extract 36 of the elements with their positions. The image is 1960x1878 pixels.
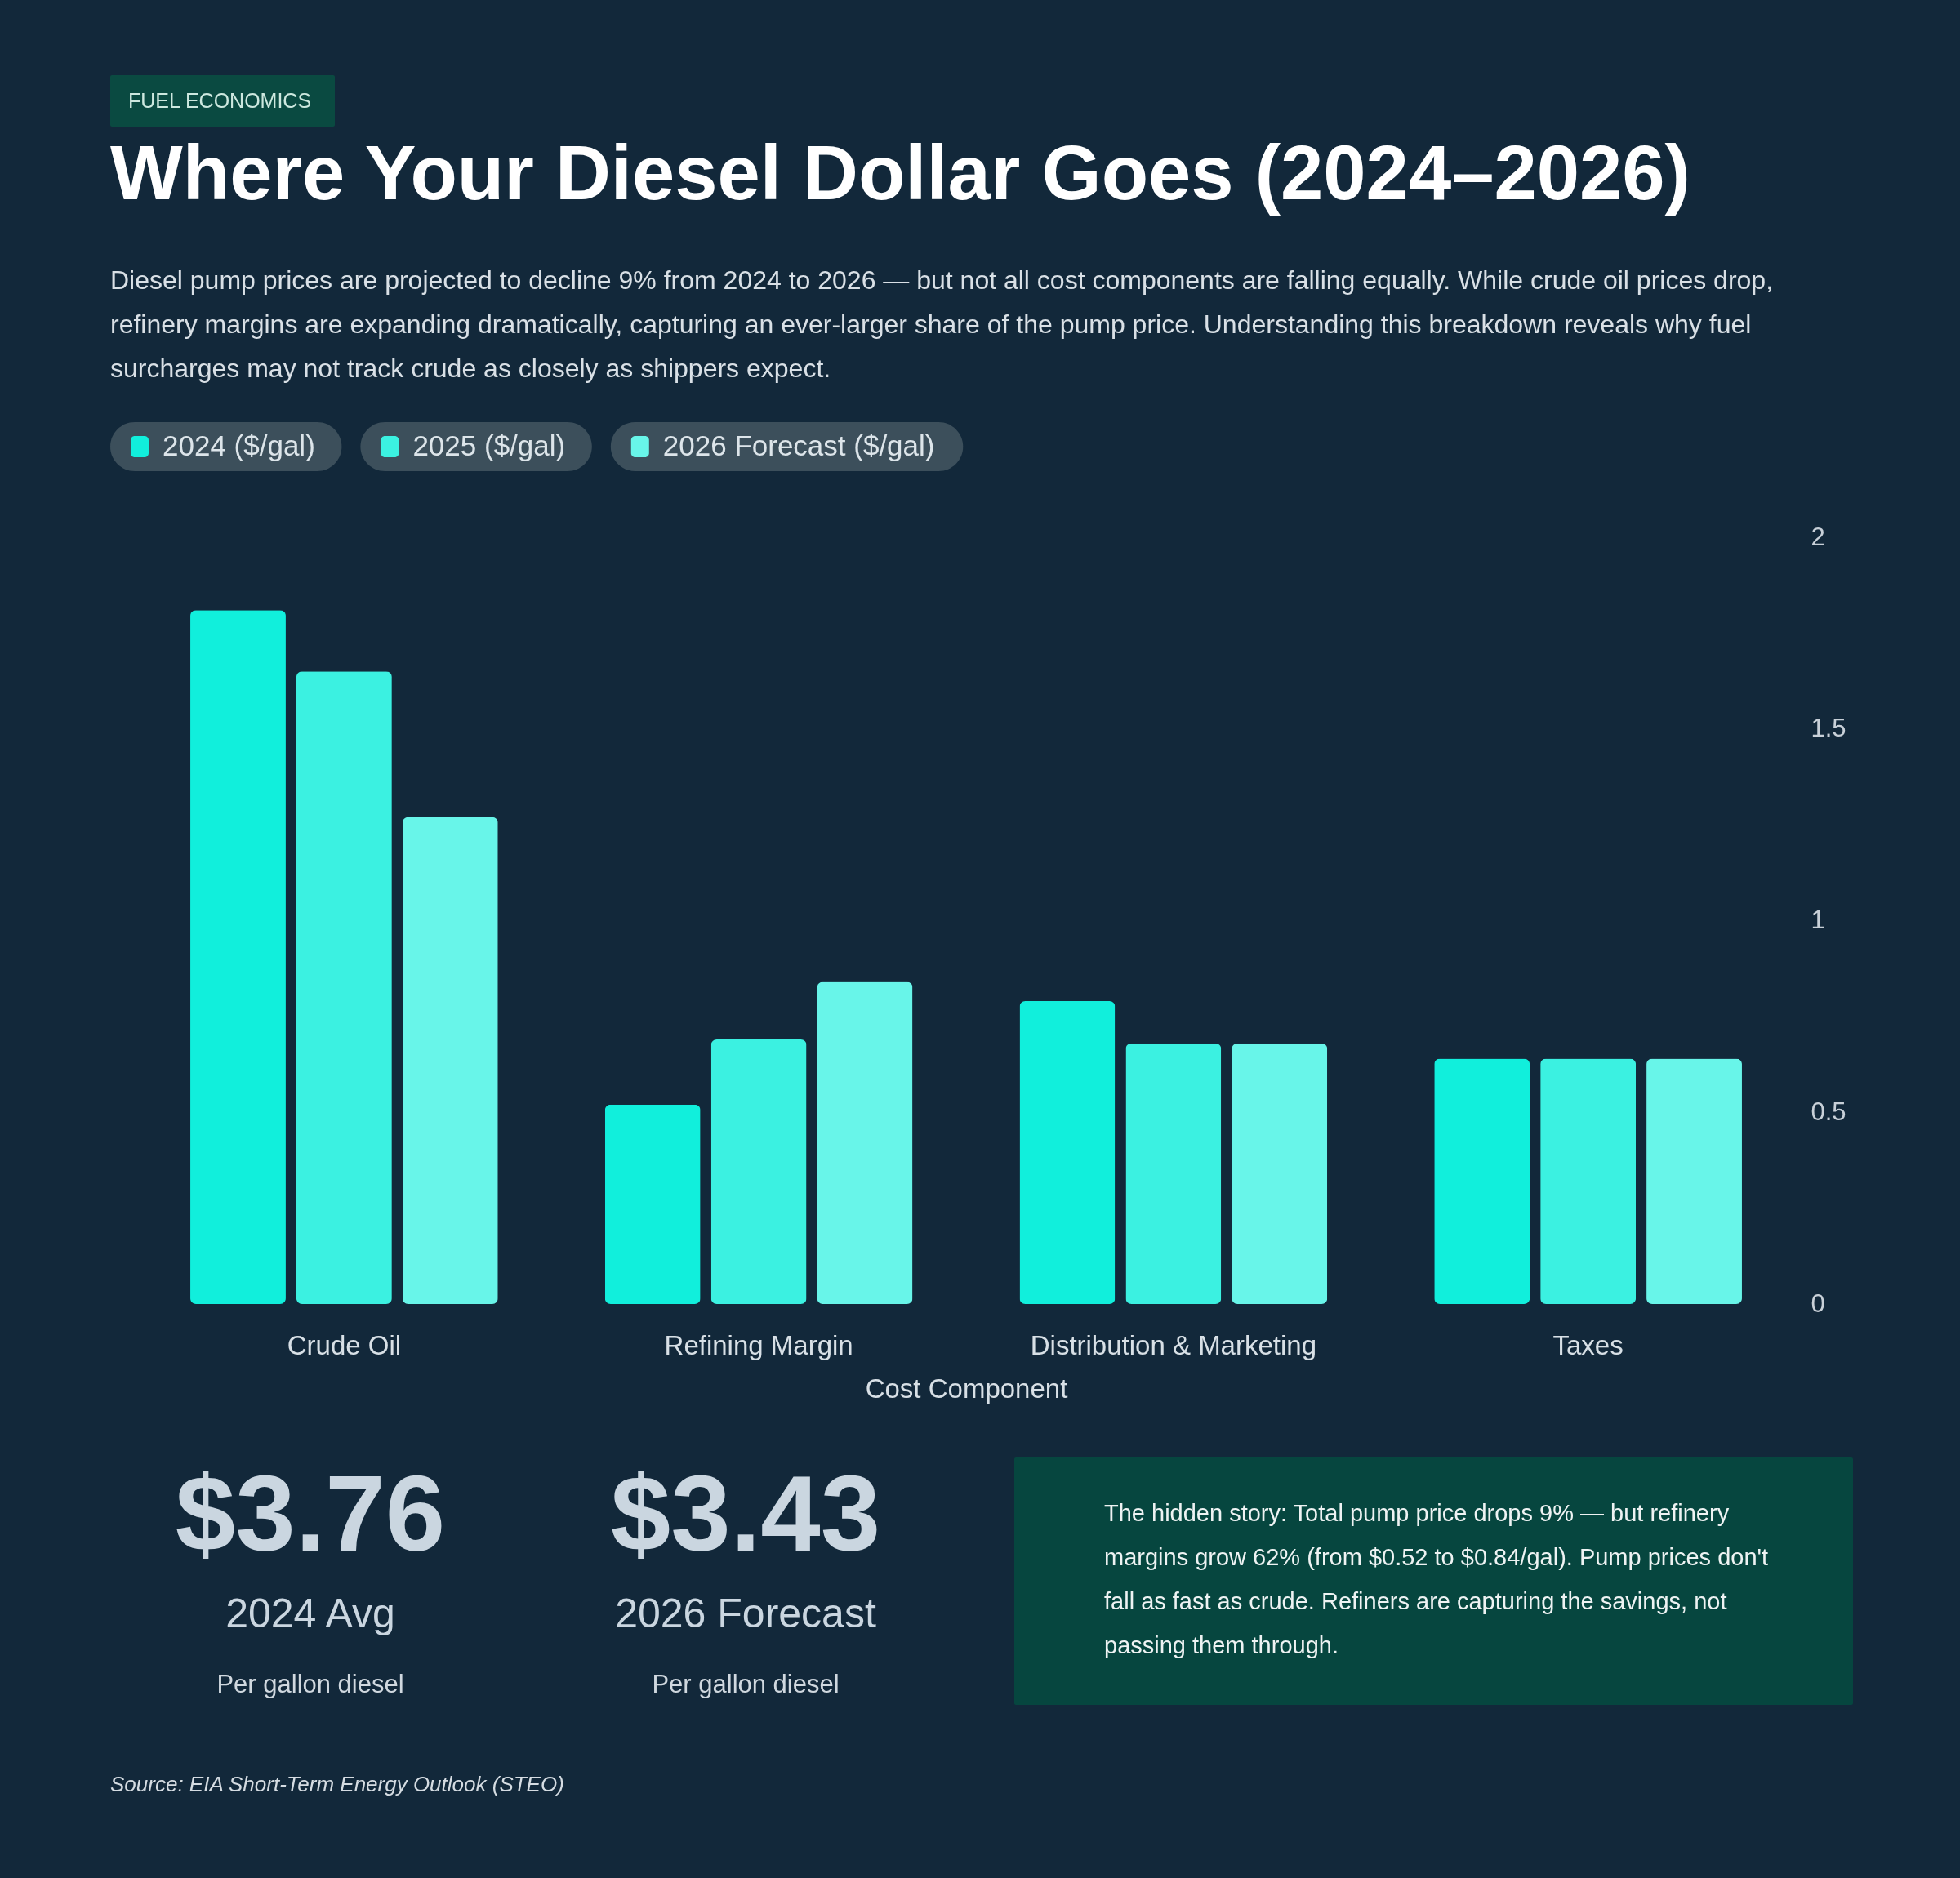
y-tick-label: 1 — [1811, 906, 1825, 934]
bar — [1019, 1001, 1116, 1304]
text: $3.76 — [175, 1453, 446, 1573]
text: The hidden story: Total pump price drops 9% — but refinery margins grow 62% (from $0.52 to $0.84/gal). Pump prices don't fall as fast as crude. Refiners are capturing the savings, not passing them through. — [1104, 1500, 1769, 1658]
legend-label: 2025 ($/gal) — [412, 429, 566, 461]
bar — [1232, 1043, 1328, 1304]
y-tick-label: 1.5 — [1811, 714, 1846, 743]
text: 2024 Avg — [225, 1591, 395, 1636]
bar — [817, 981, 913, 1304]
bar — [296, 671, 392, 1304]
bar — [190, 610, 286, 1304]
text: Per gallon diesel — [652, 1670, 840, 1698]
source-note: Source: EIA Short-Term Energy Outlook (STEO) — [110, 1772, 564, 1796]
bar — [1125, 1043, 1222, 1304]
chart-subtitle: Diesel pump prices are projected to decline 9% from 2024 to 2026 — but not all cost components are falling equally. While crude oil prices drop, refinery margins are expanding dramatically, capturing an ever-larger share of the pump price. Understanding this breakdown reveals why fuel surcharges may not track crude as closely as shippers expect. — [110, 265, 1774, 383]
bar — [1434, 1058, 1530, 1304]
legend-label: 2026 Forecast ($/gal) — [662, 429, 935, 461]
text: 2026 Forecast — [615, 1591, 876, 1636]
bar — [604, 1104, 701, 1304]
y-tick-label: 0 — [1811, 1288, 1825, 1318]
bar — [710, 1039, 807, 1304]
text: FUEL ECONOMICS — [128, 89, 312, 112]
x-tick-label: Distribution & Marketing — [1030, 1329, 1317, 1360]
bar — [402, 817, 498, 1304]
bar — [1540, 1058, 1637, 1304]
bar — [1646, 1058, 1742, 1304]
x-tick-label: Refining Margin — [664, 1329, 853, 1360]
x-tick-label: Taxes — [1552, 1329, 1624, 1360]
legend-label: 2024 ($/gal) — [163, 429, 315, 461]
chart-title: Where Your Diesel Dollar Goes (2024–2026) — [110, 130, 1690, 216]
x-axis-title: Cost Component — [865, 1373, 1068, 1404]
text: $3.43 — [610, 1453, 881, 1573]
y-tick-label: 0.5 — [1811, 1097, 1846, 1126]
text: Per gallon diesel — [216, 1670, 404, 1698]
x-tick-label: Crude Oil — [287, 1329, 402, 1360]
y-tick-label: 2 — [1811, 522, 1825, 551]
